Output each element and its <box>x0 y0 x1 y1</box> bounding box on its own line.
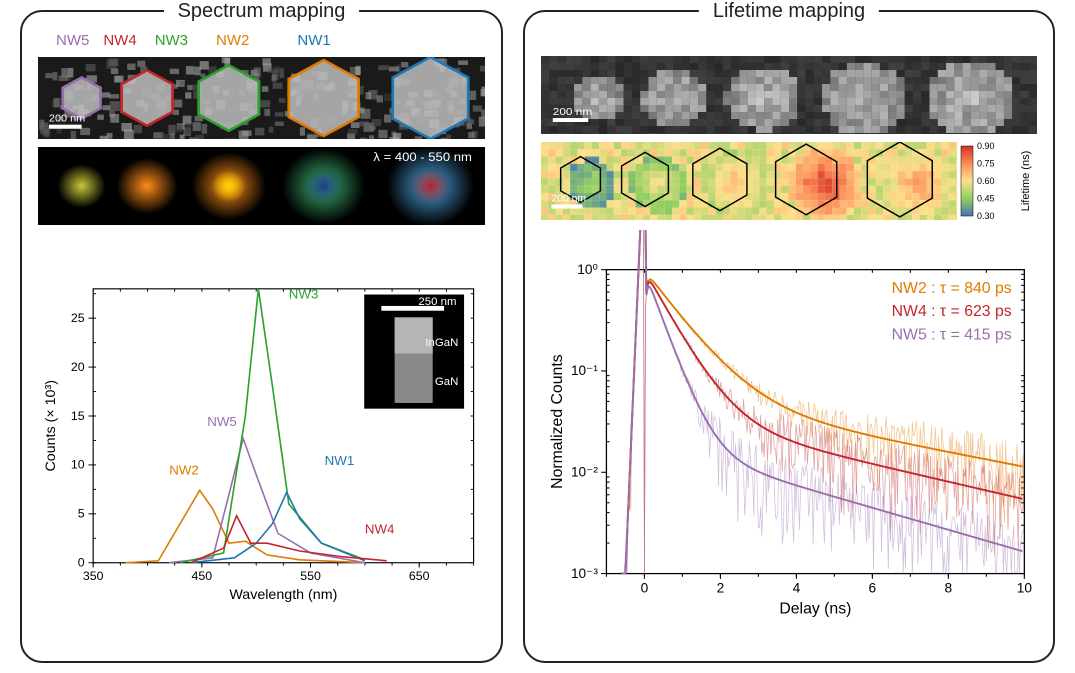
spectrum-title: Spectrum mapping <box>164 0 360 23</box>
svg-text:Wavelength (nm): Wavelength (nm) <box>229 587 337 603</box>
svg-text:0.75: 0.75 <box>977 159 995 169</box>
lifetime-panel: Lifetime mapping 200 nm 200 nm 0.900.750… <box>523 10 1055 663</box>
nw-label: NW3 <box>155 32 188 49</box>
svg-text:NW1: NW1 <box>325 453 355 468</box>
svg-text:650: 650 <box>409 569 430 583</box>
svg-text:Normalized Counts: Normalized Counts <box>549 354 566 489</box>
svg-text:0.60: 0.60 <box>977 176 995 186</box>
spectrum-chart: 350 450 550 650 0 5 10 15 20 25 Wavelength (nm) Cou… <box>38 235 485 647</box>
svg-text:0.30: 0.30 <box>977 211 995 220</box>
svg-text:450: 450 <box>192 569 213 583</box>
svg-text:5: 5 <box>78 507 85 521</box>
svg-text:Lifetime (ns): Lifetime (ns) <box>1020 151 1032 212</box>
svg-text:NW4: NW4 <box>365 521 395 536</box>
svg-text:25: 25 <box>71 311 85 325</box>
lifetime-chart: 0 2 4 6 8 10 10⁰ 10⁻¹ 10⁻² 10⁻³ Delay (ns) Normaliz… <box>541 230 1037 647</box>
svg-text:20: 20 <box>71 360 85 374</box>
svg-text:4: 4 <box>793 581 801 596</box>
svg-text:0.45: 0.45 <box>977 194 995 204</box>
svg-text:200 nm: 200 nm <box>551 193 586 204</box>
svg-text:15: 15 <box>71 409 85 423</box>
svg-text:InGaN: InGaN <box>425 337 458 349</box>
nw-label: NW1 <box>297 32 330 49</box>
svg-text:10⁻²: 10⁻² <box>571 464 598 479</box>
svg-text:GaN: GaN <box>435 376 458 388</box>
sem-image-right: 200 nm <box>541 56 1037 134</box>
svg-text:200 nm: 200 nm <box>553 107 592 118</box>
svg-text:550: 550 <box>300 569 321 583</box>
svg-text:0: 0 <box>78 556 85 570</box>
nw-labels-row: NW5 NW4 NW3 NW2 NW1 <box>38 30 485 53</box>
svg-text:0.90: 0.90 <box>977 142 995 151</box>
svg-text:350: 350 <box>83 569 104 583</box>
svg-text:10: 10 <box>1017 581 1033 596</box>
svg-text:Delay (ns): Delay (ns) <box>779 601 851 618</box>
lifetime-title: Lifetime mapping <box>699 0 879 23</box>
sem-image-left: 200 nm <box>38 57 485 139</box>
svg-text:8: 8 <box>945 581 953 596</box>
svg-text:10⁰: 10⁰ <box>577 262 598 277</box>
svg-text:0: 0 <box>641 581 649 596</box>
svg-text:250 nm: 250 nm <box>418 296 456 308</box>
svg-text:NW2 : τ = 840 ps: NW2 : τ = 840 ps <box>892 280 1012 297</box>
svg-text:10⁻¹: 10⁻¹ <box>571 363 598 378</box>
svg-text:NW3: NW3 <box>289 287 319 302</box>
svg-text:λ = 400 - 550 nm: λ = 400 - 550 nm <box>373 150 472 163</box>
nw-label: NW5 <box>56 32 89 49</box>
spectral-colormap: λ = 400 - 550 nm <box>38 147 485 225</box>
svg-text:NW5: NW5 <box>207 414 237 429</box>
svg-text:2: 2 <box>717 581 725 596</box>
svg-text:Counts (× 10³): Counts (× 10³) <box>43 380 59 471</box>
svg-text:NW5 : τ = 415 ps: NW5 : τ = 415 ps <box>892 326 1012 343</box>
nw-label: NW2 <box>216 32 249 49</box>
lifetime-colorbar: 0.90 0.75 0.60 0.45 0.30 Lifetime (ns) <box>957 142 1037 220</box>
svg-text:10⁻³: 10⁻³ <box>571 566 598 581</box>
svg-text:10: 10 <box>71 458 85 472</box>
spectrum-panel: Spectrum mapping NW5NW4NW3NW2NW1 200 nm … <box>20 10 503 663</box>
lifetime-map: 200 nm <box>541 142 957 220</box>
svg-text:NW2: NW2 <box>169 463 199 478</box>
svg-text:NW4 : τ = 623 ps: NW4 : τ = 623 ps <box>892 303 1012 320</box>
svg-text:200 nm: 200 nm <box>49 113 86 125</box>
svg-text:6: 6 <box>869 581 877 596</box>
nw-label: NW4 <box>103 32 136 49</box>
